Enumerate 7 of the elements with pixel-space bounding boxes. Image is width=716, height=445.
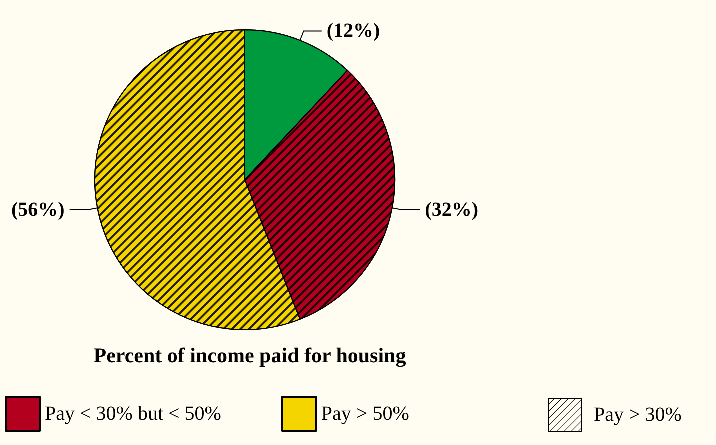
legend-label: Pay > 50% [321, 403, 410, 425]
text: Pay > 30% [594, 404, 682, 426]
data-label: (32%) [425, 198, 478, 221]
data-label: (56%) [12, 198, 65, 221]
legend-label: Pay < 30% but < 50% [45, 403, 222, 425]
text: Percent of income paid for housing [94, 344, 407, 368]
data-label: (12%) [326, 20, 380, 42]
